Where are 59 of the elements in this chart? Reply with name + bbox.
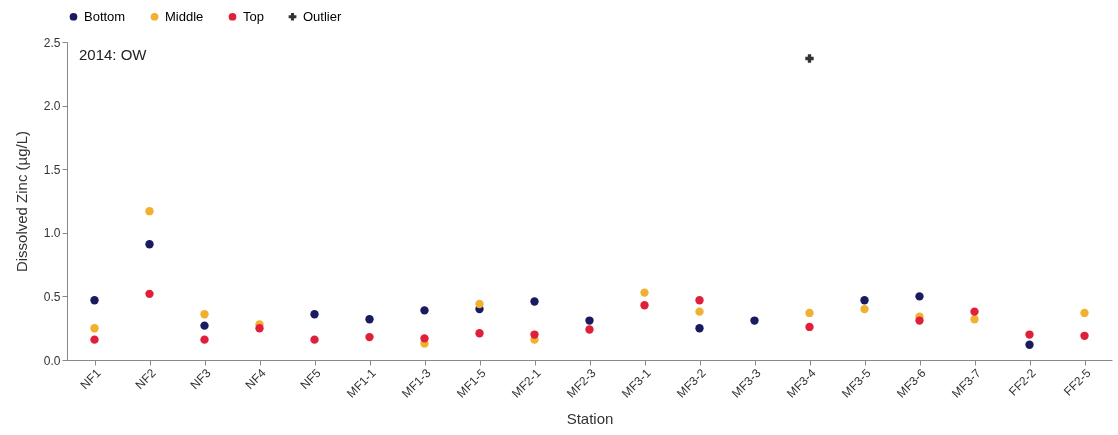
- point: [90, 324, 99, 333]
- point: [970, 315, 979, 324]
- annotation: 2014: OW: [79, 46, 148, 63]
- point: [200, 335, 209, 344]
- point: [805, 308, 814, 318]
- y-axis-title: Dissolved Zinc (µg/L): [12, 130, 30, 273]
- point: [200, 310, 209, 319]
- point: [90, 335, 99, 344]
- point: [420, 334, 429, 343]
- legend-label: Middle: [165, 8, 204, 24]
- point: [90, 296, 99, 305]
- point: [915, 292, 924, 301]
- point: [1080, 308, 1089, 318]
- point: [420, 306, 429, 315]
- point: [640, 301, 649, 310]
- point: [585, 316, 594, 325]
- point: [640, 288, 649, 297]
- point: [145, 207, 154, 216]
- point: [1080, 331, 1089, 341]
- point: [530, 297, 539, 306]
- point: [365, 332, 374, 342]
- y-tick-label: 0.0: [43, 353, 61, 368]
- point: [475, 329, 484, 338]
- point: [695, 296, 704, 305]
- x-tick-label: NF1: [77, 365, 104, 393]
- point: [860, 296, 869, 305]
- y-tick-label: 1.5: [43, 162, 61, 177]
- y-tick-label: 1.0: [43, 226, 61, 241]
- point: [145, 289, 154, 299]
- x-tick-label: NF2: [132, 365, 159, 393]
- y-tick-label: 2.5: [43, 35, 61, 50]
- point: [860, 304, 869, 314]
- point: [695, 324, 704, 333]
- point: [1025, 340, 1034, 349]
- legend-label: Bottom: [84, 8, 126, 24]
- point: [695, 307, 704, 316]
- x-tick-label: NF3: [187, 365, 214, 393]
- point: [310, 310, 319, 319]
- y-tick-label: 2.0: [43, 99, 61, 114]
- point: [970, 307, 979, 316]
- point: [145, 240, 154, 249]
- point: [805, 322, 814, 332]
- point: [915, 316, 924, 325]
- point: [1025, 330, 1034, 339]
- point: [750, 316, 759, 325]
- point: [255, 324, 264, 333]
- legend-label: Top: [243, 8, 264, 24]
- point: [310, 335, 319, 344]
- point: [530, 330, 539, 339]
- point: [200, 321, 209, 330]
- x-tick-label: NF4: [242, 365, 269, 393]
- point: [805, 54, 814, 63]
- point: [365, 315, 374, 324]
- x-axis-title: Station: [566, 409, 614, 427]
- y-tick-label: 0.5: [43, 289, 61, 304]
- x-tick-label: NF5: [297, 365, 324, 393]
- legend-label: Outlier: [303, 8, 342, 24]
- point: [585, 325, 594, 334]
- point: [475, 299, 484, 309]
